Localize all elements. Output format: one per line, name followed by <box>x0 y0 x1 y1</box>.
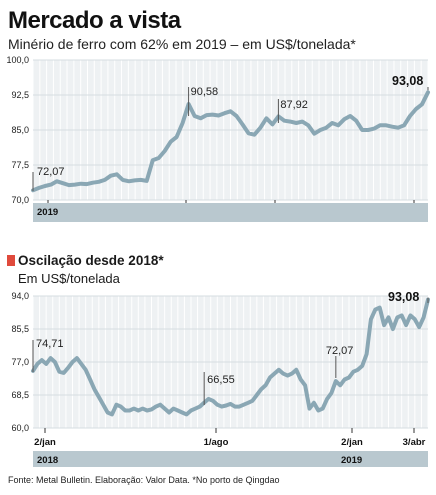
grid-2 <box>32 295 429 429</box>
annotation-label: 90,58 <box>191 86 219 98</box>
y-tick-label: 85,0 <box>11 125 29 135</box>
annotation-label: 93,08 <box>388 290 419 304</box>
y-tick-label: 94,0 <box>11 291 29 301</box>
y-tick-label: 70,0 <box>11 195 29 205</box>
section2-subtitle: Em US$/tonelada <box>18 271 120 286</box>
annotation-label: 74,71 <box>36 338 64 350</box>
source-note: Fonte: Metal Bulletin. Elaboração: Valor… <box>8 475 280 485</box>
y-tick-label: 92,5 <box>11 90 29 100</box>
annotation-label: 87,92 <box>280 99 308 111</box>
y-tick-label: 85,5 <box>11 324 29 334</box>
series-line-2 <box>31 297 430 417</box>
annotation-label: 93,08 <box>392 74 423 88</box>
grid-1 <box>32 59 429 201</box>
x-tick-label: 3/abr <box>403 437 426 448</box>
chart-subtitle: Minério de ferro com 62% em 2019 – em US… <box>8 36 356 52</box>
x-tick-label: 1/ago <box>204 437 229 448</box>
x-tick-label: 2/jan <box>341 437 363 448</box>
section-marker <box>7 255 15 266</box>
y-tick-label: 77,5 <box>11 160 29 170</box>
year-band-1 <box>33 203 428 222</box>
year-label: 2019 <box>37 207 58 218</box>
annotation-label: 66,55 <box>207 374 235 386</box>
annotation-label: 72,07 <box>37 166 65 178</box>
section2-title: Oscilação desde 2018* <box>18 253 164 268</box>
chart-title: Mercado a vista <box>8 7 181 34</box>
year-band-2 <box>33 451 428 467</box>
series-line-1 <box>31 90 430 193</box>
y-tick-label: 60,0 <box>11 423 29 433</box>
x-tick-label: 2/jan <box>34 437 56 448</box>
y-tick-label: 100,0 <box>6 55 29 65</box>
y-tick-label: 77,0 <box>11 357 29 367</box>
y-tick-label: 68,5 <box>11 390 29 400</box>
annotation-label: 72,07 <box>326 345 354 357</box>
year-label: 2019 <box>341 455 362 466</box>
year-label: 2018 <box>37 455 58 466</box>
